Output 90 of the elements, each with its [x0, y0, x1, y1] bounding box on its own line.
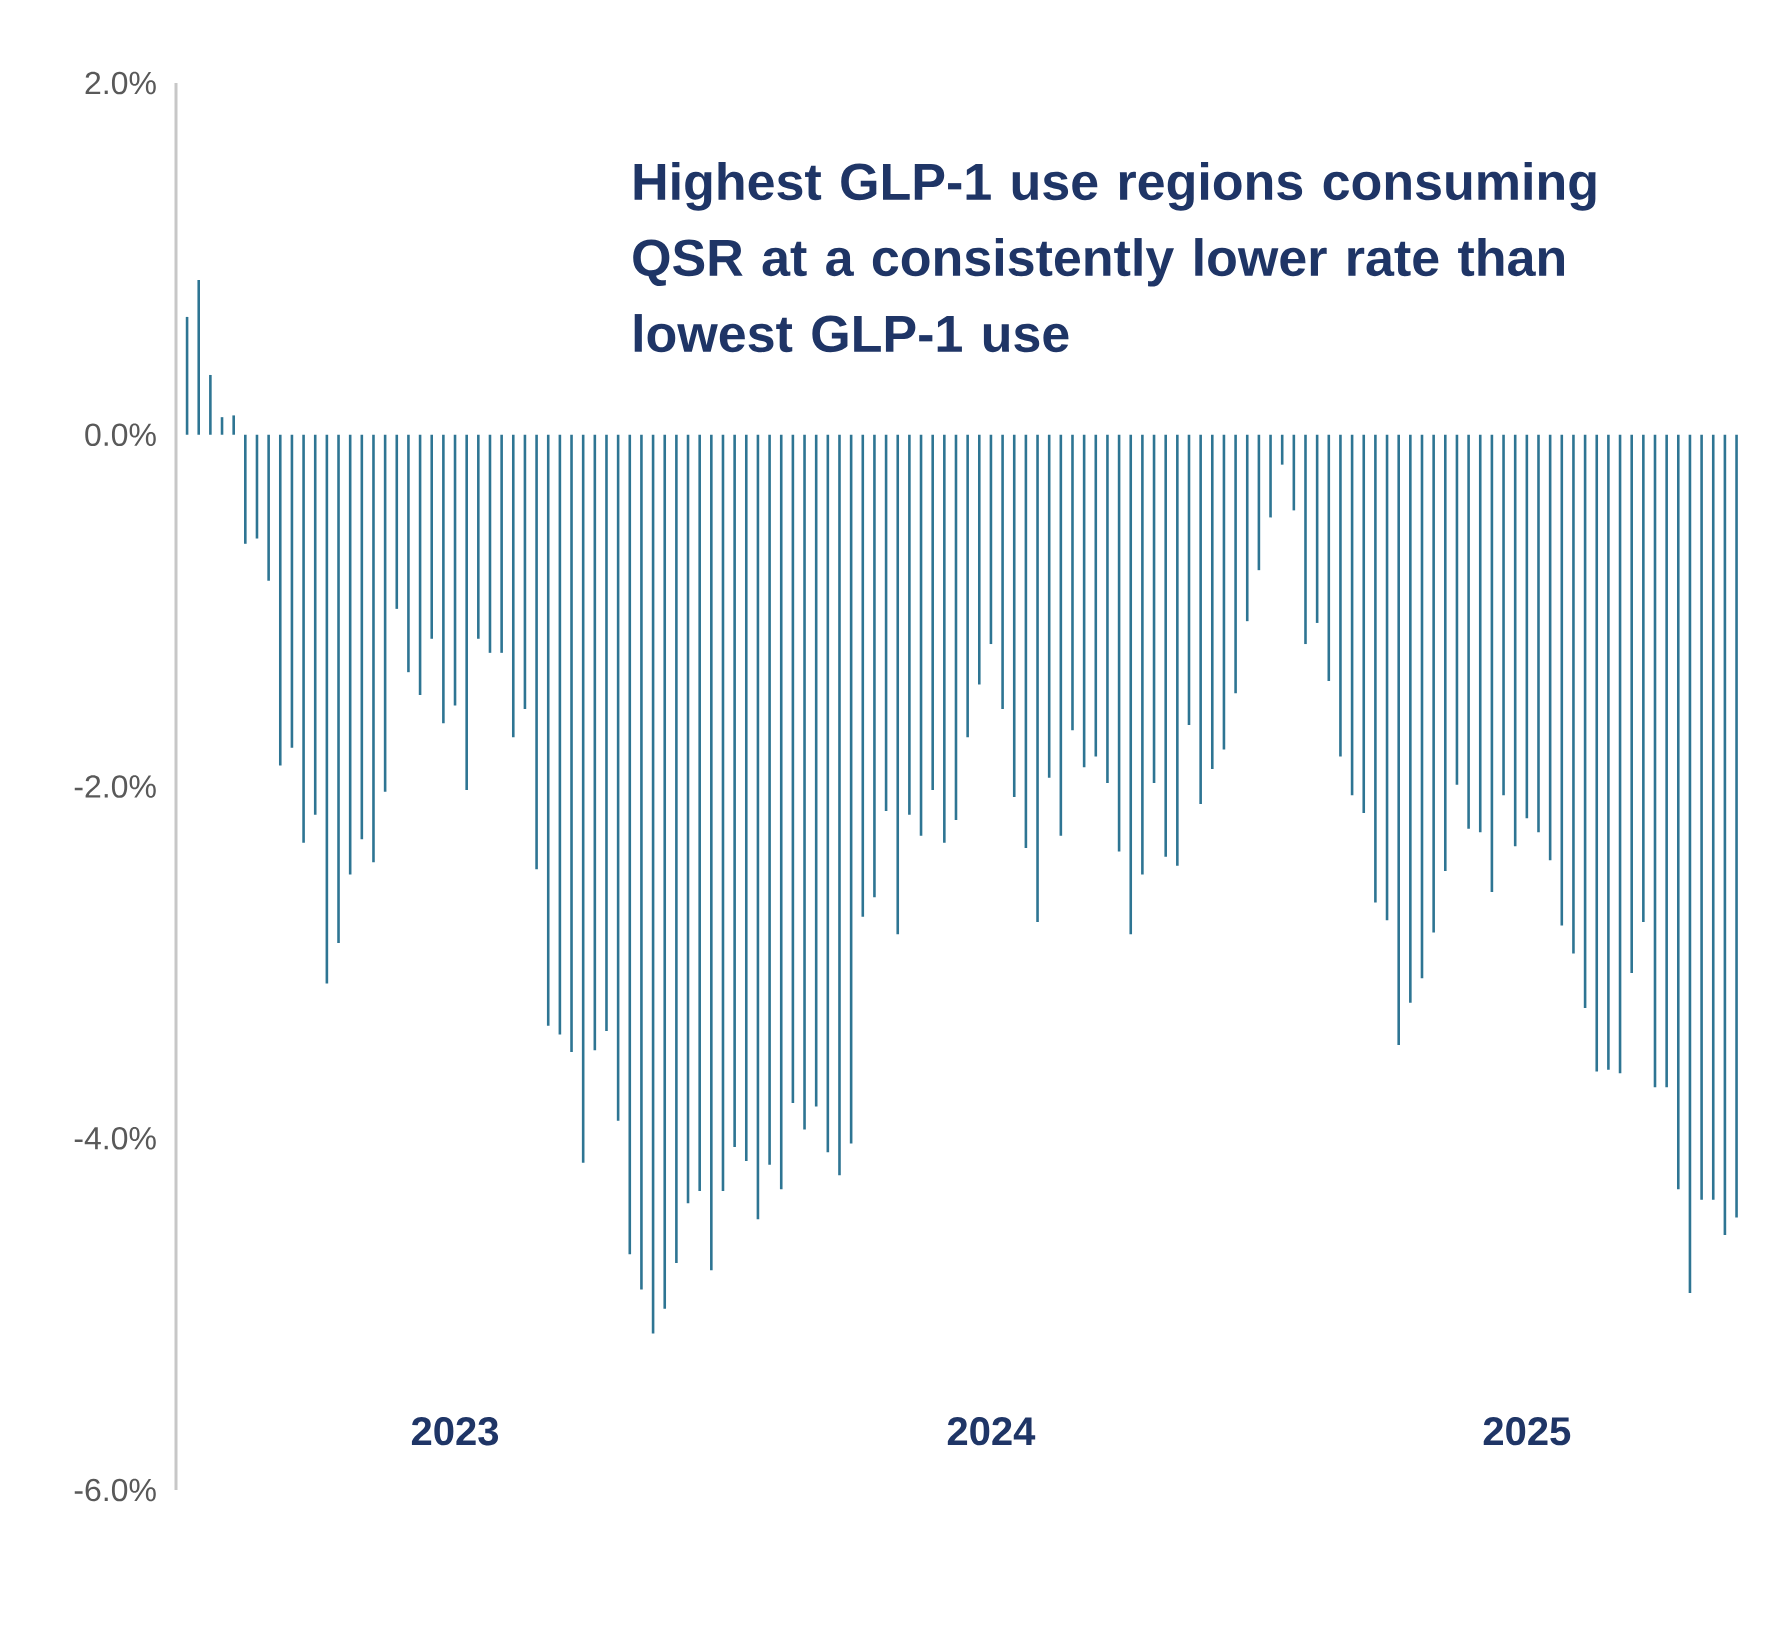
bar [1199, 434, 1202, 805]
bar [535, 434, 538, 870]
bar [1409, 434, 1412, 1003]
bar [197, 279, 201, 435]
bar [1665, 434, 1668, 1088]
bar [1443, 434, 1447, 871]
bar [1700, 434, 1703, 1200]
bar [1094, 434, 1098, 757]
bar [1467, 434, 1470, 829]
bar [1560, 434, 1564, 926]
y-tick-label: 2.0% [85, 71, 156, 95]
bar [1129, 434, 1133, 935]
bar [1339, 434, 1342, 757]
bar [278, 434, 282, 766]
bar [477, 434, 480, 639]
bar [372, 434, 375, 863]
bar [838, 434, 841, 1176]
bar [779, 434, 783, 1190]
bar [1001, 434, 1004, 710]
bar [1502, 434, 1505, 796]
bar [640, 434, 643, 1290]
bar [1630, 434, 1633, 973]
bar [908, 434, 911, 815]
bar [768, 434, 771, 1165]
bar [1397, 434, 1400, 1046]
bar [733, 434, 736, 1148]
bar [442, 434, 445, 724]
bar [1269, 434, 1272, 518]
y-tick-label: 0.0% [85, 423, 156, 447]
bar [710, 434, 713, 1271]
bar [628, 434, 632, 1255]
bar [1164, 434, 1167, 857]
bar [267, 434, 270, 581]
y-tick-label: -4.0% [74, 1126, 156, 1150]
text: Highest GLP-1 use regions consuming QSR at a consistently lower rate than lowest GLP-1 use [633, 162, 1596, 353]
x-tick-label: 2024 [947, 1417, 1036, 1446]
bar [966, 434, 969, 738]
bar [1210, 434, 1214, 769]
bar [675, 434, 678, 1264]
bar [1071, 434, 1074, 731]
bar [1595, 434, 1599, 1072]
bar [1374, 434, 1377, 903]
bar [803, 434, 806, 1130]
bar [232, 415, 235, 435]
bar [313, 434, 317, 815]
bar [1642, 434, 1645, 922]
bar [1607, 434, 1610, 1070]
bar [1234, 434, 1237, 694]
bar [943, 434, 946, 843]
bar [511, 434, 515, 738]
bar [931, 434, 934, 791]
bar [1106, 434, 1109, 783]
bar [1362, 434, 1366, 813]
bar [605, 434, 608, 1031]
bar [1432, 434, 1435, 933]
bar [977, 434, 981, 685]
y-tick-label: -2.0% [74, 775, 156, 798]
bar [1036, 434, 1039, 922]
bar [663, 434, 667, 1309]
bar [1735, 434, 1738, 1218]
bar [861, 434, 865, 917]
bar [546, 434, 550, 1026]
bar [209, 374, 212, 435]
bar [1327, 434, 1331, 681]
bar [1677, 434, 1680, 1190]
bar [1711, 434, 1715, 1200]
bar [1176, 434, 1179, 866]
x-tick-label: 2023 [411, 1417, 499, 1446]
bar [465, 434, 468, 791]
bar [395, 434, 399, 609]
bar [1572, 434, 1575, 954]
bar [244, 434, 247, 544]
bar [337, 434, 340, 944]
bar [1141, 434, 1144, 875]
bar [407, 434, 410, 673]
bar [302, 434, 305, 843]
x-tick-label: 2025 [1483, 1417, 1571, 1446]
y-tick-label: -6.0% [74, 1478, 156, 1502]
bar [744, 434, 748, 1162]
bar [430, 434, 434, 639]
bar [500, 434, 503, 653]
bar [1537, 434, 1540, 833]
bar [1245, 434, 1249, 622]
bar [698, 434, 701, 1192]
bar [1012, 434, 1016, 798]
bar [896, 434, 900, 935]
bar [1478, 434, 1482, 833]
bar [570, 434, 573, 1053]
bar [1304, 434, 1307, 645]
bar [873, 434, 876, 898]
